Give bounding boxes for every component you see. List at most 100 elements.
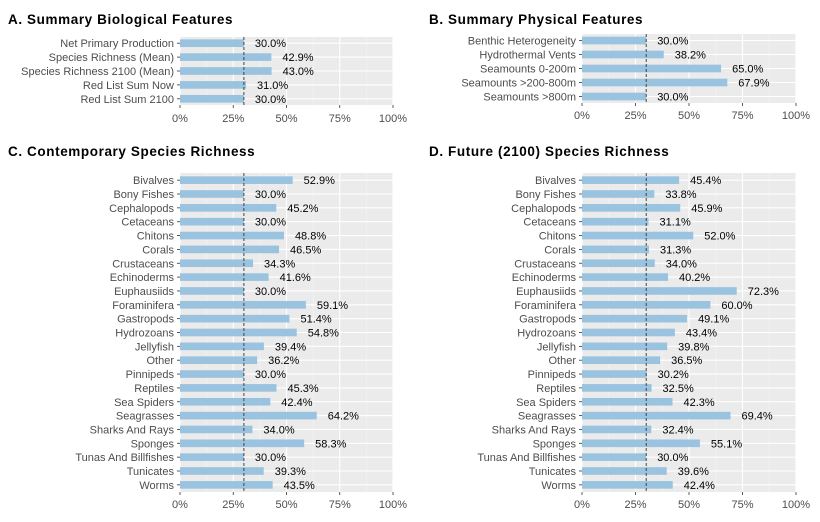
bar [582,217,649,226]
bar [180,231,284,240]
x-tick-label: 0% [172,499,188,511]
bar [180,370,244,378]
category-label: Foraminifera [112,300,175,312]
bar [180,94,244,103]
data-label: 45.9% [691,203,722,215]
category-label: Sharks And Rays [492,424,577,436]
bar [180,481,273,489]
data-label: 34.0% [263,424,294,436]
data-label: 30.0% [657,452,688,464]
category-label: Net Primary Production [60,38,174,50]
category-label: Crustaceans [514,258,576,270]
bar [582,231,694,240]
data-label: 30.0% [255,38,286,50]
category-label: Pinnipeds [528,369,577,381]
x-tick-label: 0% [172,113,188,125]
bar [180,273,269,281]
data-label: 59.1% [317,300,348,312]
category-label: Worms [139,480,174,492]
data-label: 30.0% [255,189,286,201]
category-label: Gastropods [519,314,576,326]
category-label: Gastropods [117,314,174,326]
bar [180,259,254,268]
data-label: 36.2% [268,355,299,367]
data-label: 46.5% [290,244,321,256]
data-label: 54.8% [308,328,339,340]
category-label: Seamounts >200-800m [461,78,576,90]
data-label: 30.0% [255,217,286,229]
bar [180,425,253,434]
x-tick-label: 25% [222,113,244,125]
data-label: 31.0% [257,80,288,92]
bar [582,328,675,337]
category-label: Jellyfish [135,341,174,353]
x-tick-label: 50% [275,113,297,125]
bar [582,342,668,351]
x-tick-label: 50% [678,110,700,122]
x-tick-label: 75% [329,113,351,125]
category-label: Corals [544,244,576,256]
x-tick-label: 100% [782,110,810,122]
x-tick-label: 0% [574,110,590,122]
data-label: 48.8% [295,231,326,243]
category-label: Hydrozoans [517,328,576,340]
bar [180,67,272,75]
category-label: Corals [142,244,174,256]
bar [180,300,306,309]
bar [180,384,277,392]
category-label: Tunas And Billfishes [477,452,576,464]
data-label: 60.0% [721,300,752,312]
bar [180,342,264,351]
category-label: Jellyfish [537,341,576,353]
data-label: 42.9% [282,52,313,64]
category-label: Sea Spiders [516,397,576,409]
bar [180,287,244,295]
category-label: Reptiles [134,383,174,395]
category-label: Species Richness 2100 (Mean) [21,66,174,78]
category-label: Echinoderms [110,272,175,284]
category-label: Echinoderms [512,272,577,284]
bar [582,259,655,268]
bar [582,287,737,295]
bar [180,39,244,48]
category-label: Other [548,355,576,367]
x-tick-label: 50% [275,499,297,511]
x-tick-label: 75% [731,110,753,122]
x-tick-label: 50% [678,499,700,511]
bar [582,397,673,406]
bar [180,190,244,198]
data-label: 69.4% [742,411,773,423]
panel-title: C. Contemporary Species Richness [8,144,255,159]
data-label: 64.2% [328,411,359,423]
data-label: 32.5% [663,383,694,395]
bar [180,411,317,420]
data-label: 30.0% [255,286,286,298]
data-label: 31.3% [660,244,691,256]
bar [582,64,722,73]
data-label: 45.4% [690,175,721,187]
category-label: Chitons [137,231,175,243]
x-tick-label: 75% [731,499,753,511]
bar [582,78,728,87]
data-label: 65.0% [732,64,763,76]
category-label: Bony Fishes [515,189,576,201]
category-label: Sponges [533,438,577,450]
bar [180,204,277,212]
chart-panel-2: B. Summary Physical Features Benthic Hete… [429,12,810,122]
data-label: 30.2% [658,369,689,381]
data-label: 72.3% [748,286,779,298]
category-label: Hydrozoans [115,328,174,340]
bar [582,411,731,420]
category-label: Other [146,355,174,367]
category-label: Benthic Heterogeneity [468,36,577,48]
data-label: 42.4% [281,397,312,409]
bar [582,204,681,212]
bar [180,453,244,461]
category-label: Foraminifera [514,300,577,312]
bar [180,397,271,406]
data-label: 43.0% [283,66,314,78]
category-label: Tunicates [127,466,175,478]
data-label: 38.2% [675,50,706,62]
category-label: Seagrasses [116,411,175,423]
category-label: Cephalopods [511,203,576,215]
